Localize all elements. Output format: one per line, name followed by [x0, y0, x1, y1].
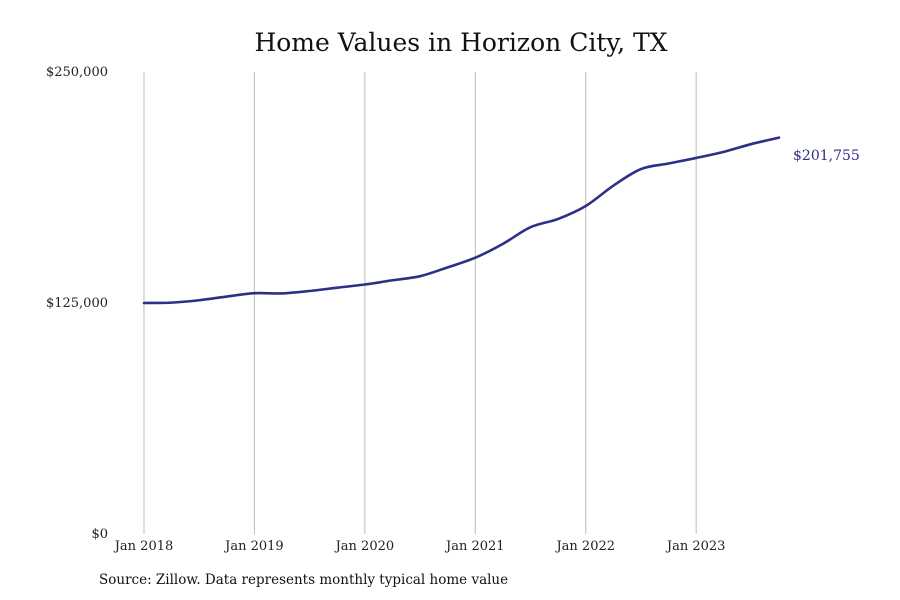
- y-tick-label: $250,000: [46, 65, 108, 80]
- x-tick-label: Jan 2019: [223, 539, 284, 554]
- axis-ticks: Jan 2018 Jan 2019 Jan 2020 Jan 2021 Jan 2022…: [46, 65, 725, 554]
- x-tick-label: Jan 2020: [334, 539, 395, 554]
- series-layer: [142, 136, 781, 305]
- x-tick-label: Jan 2022: [554, 539, 615, 554]
- y-tick-label: $0: [91, 527, 108, 542]
- x-tick-label: Jan 2021: [444, 539, 505, 554]
- y-tick-label: $125,000: [46, 296, 108, 311]
- source-note: Source: Zillow. Data represents monthly …: [99, 572, 509, 588]
- chart-title: Home Values in Horizon City, TX: [254, 28, 667, 57]
- end-value-label: $201,755: [793, 148, 860, 164]
- x-tick-label: Jan 2018: [113, 539, 174, 554]
- x-tick-label: Jan 2023: [665, 539, 726, 554]
- home-value-series-line: [142, 136, 781, 305]
- grid-lines: [143, 72, 697, 534]
